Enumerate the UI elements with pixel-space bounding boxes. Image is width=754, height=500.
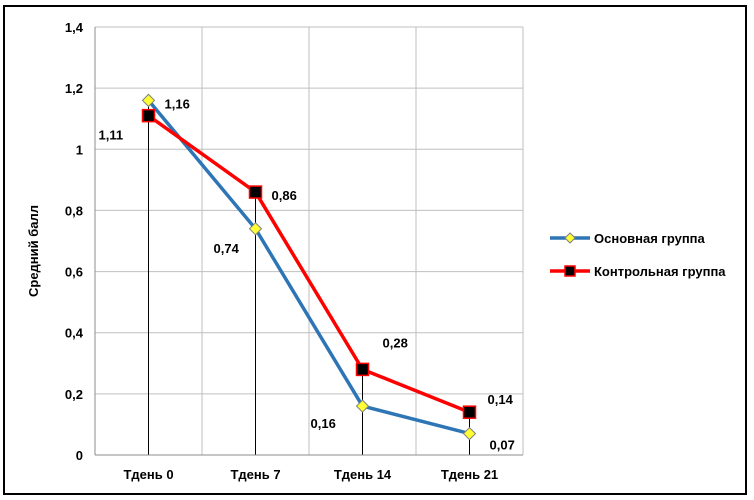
y-tick-label: 1,2	[65, 81, 83, 96]
y-tick-label: 0,2	[65, 387, 83, 402]
chart-frame: 0 0,2 0,4 0,6 0,8 1 1,2 1,4 Тдень 0 Тдень 7 Тдень …	[3, 5, 747, 495]
diamond-marker	[248, 222, 263, 236]
square-marker	[564, 265, 576, 277]
square-marker	[141, 108, 156, 123]
legend: Основная группа Контрольная группа	[550, 231, 726, 279]
x-tick-label: Тдень 21	[441, 467, 498, 482]
axes: 0 0,2 0,4 0,6 0,8 1 1,2 1,4 Тдень 0 Тдень 7 Тдень …	[26, 20, 523, 482]
y-tick-label: 1,4	[65, 20, 84, 35]
legend-entry: Контрольная группа	[594, 264, 726, 279]
data-label: 0,28	[383, 335, 408, 350]
series-layer	[141, 93, 477, 441]
y-tick-label: 0,4	[65, 326, 84, 341]
series-line-1	[147, 99, 470, 436]
square-marker	[462, 405, 477, 419]
line-chart: 0 0,2 0,4 0,6 0,8 1 1,2 1,4 Тдень 0 Тдень 7 Тдень …	[26, 20, 726, 482]
x-tick-label: Тдень 0	[123, 467, 173, 482]
diamond-marker	[462, 426, 477, 441]
y-tick-label: 1	[76, 142, 83, 157]
data-label: 1,11	[99, 128, 124, 143]
data-label: 0,14	[488, 392, 514, 407]
diamond-marker	[141, 93, 156, 108]
data-label: 0,07	[490, 438, 515, 453]
top-band	[0, 0, 754, 8]
diamond-marker	[355, 399, 370, 413]
data-label: 0,74	[214, 241, 240, 256]
square-marker	[248, 185, 263, 199]
y-tick-label: 0,8	[65, 203, 83, 218]
legend-entry: Основная группа	[594, 231, 706, 246]
diamond-marker	[564, 232, 576, 244]
data-labels: 1,16 0,74 0,16 0,07 1,11 0,86 0,28 0,14	[99, 96, 515, 452]
y-tick-label: 0,6	[65, 265, 83, 280]
y-tick-label: 0	[76, 448, 83, 463]
grid-layer	[94, 26, 524, 456]
x-tick-label: Тдень 14	[334, 467, 392, 482]
series-line-2	[147, 114, 471, 414]
square-marker	[355, 362, 370, 377]
x-tick-label: Тдень 7	[230, 467, 280, 482]
drop-lines	[148, 100, 470, 455]
data-label: 0,16	[311, 416, 336, 431]
data-label: 1,16	[165, 96, 190, 111]
y-axis-title: Средний балл	[26, 205, 41, 297]
data-label: 0,86	[272, 188, 297, 203]
